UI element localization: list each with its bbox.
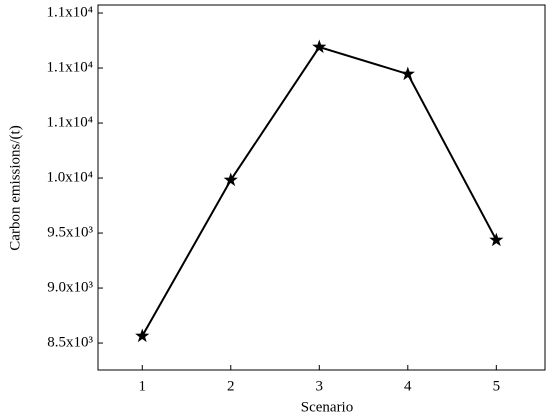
y-tick-label: 1.1x10⁴ — [47, 114, 93, 130]
marker — [135, 328, 150, 343]
line — [141, 45, 498, 337]
x-tick-label: 2 — [227, 378, 235, 394]
marker — [223, 172, 238, 187]
x-tick-label: 5 — [493, 378, 501, 394]
y-tick-label: 1.1x10⁴ — [47, 59, 93, 75]
marker — [489, 232, 504, 247]
x-tick-label: 1 — [139, 378, 147, 394]
y-tick-label: 8.5x10³ — [47, 334, 93, 350]
plot-frame — [97, 4, 546, 371]
marker — [312, 39, 327, 54]
marker — [400, 66, 415, 81]
y-tick-label: 1.1x10⁴ — [47, 4, 93, 20]
y-tick-label: 9.5x10³ — [47, 224, 93, 240]
y-tick-label: 9.0x10³ — [47, 279, 93, 295]
y-axis-label: Carbon emissions/(t) — [7, 125, 23, 250]
y-tick-label: 1.0x10⁴ — [47, 169, 93, 185]
x-tick-label: 3 — [316, 378, 324, 394]
x-axis-label: Scenario — [301, 399, 353, 415]
x-tick-label: 4 — [404, 378, 412, 394]
